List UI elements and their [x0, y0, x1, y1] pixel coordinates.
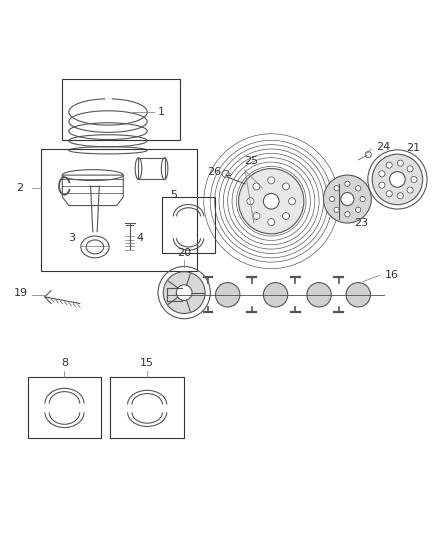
Circle shape — [329, 197, 335, 201]
Bar — [162, 197, 215, 254]
Text: 15: 15 — [140, 358, 154, 368]
Circle shape — [379, 171, 385, 177]
Circle shape — [397, 160, 403, 166]
Circle shape — [386, 191, 392, 197]
Text: 1: 1 — [158, 107, 165, 117]
Circle shape — [307, 282, 331, 307]
Circle shape — [345, 212, 350, 217]
Circle shape — [283, 213, 290, 220]
Circle shape — [390, 172, 405, 187]
Text: 23: 23 — [354, 218, 368, 228]
Circle shape — [356, 185, 361, 191]
Circle shape — [356, 207, 361, 213]
Text: 21: 21 — [406, 143, 420, 152]
Text: 4: 4 — [136, 233, 143, 243]
Bar — [41, 149, 197, 271]
Circle shape — [268, 219, 275, 225]
Bar — [110, 377, 184, 439]
Text: 24: 24 — [376, 142, 390, 152]
Circle shape — [253, 213, 260, 220]
Text: 16: 16 — [385, 270, 399, 280]
Circle shape — [411, 176, 417, 182]
Circle shape — [407, 166, 413, 172]
Circle shape — [379, 182, 385, 188]
Text: 25: 25 — [244, 156, 259, 166]
Circle shape — [253, 183, 260, 190]
Circle shape — [177, 282, 201, 307]
Circle shape — [346, 282, 371, 307]
Text: 26: 26 — [207, 167, 221, 176]
Text: 2: 2 — [16, 183, 23, 193]
Circle shape — [386, 162, 392, 168]
Circle shape — [397, 193, 403, 199]
Bar — [28, 377, 102, 439]
Circle shape — [268, 177, 275, 184]
Circle shape — [334, 207, 339, 213]
Text: 19: 19 — [14, 288, 28, 297]
Text: 5: 5 — [170, 190, 177, 200]
Circle shape — [283, 183, 290, 190]
Circle shape — [263, 193, 279, 209]
Circle shape — [345, 181, 350, 187]
Text: 20: 20 — [177, 248, 191, 258]
Text: 3: 3 — [68, 233, 75, 243]
Circle shape — [407, 187, 413, 193]
Circle shape — [263, 282, 288, 307]
Circle shape — [372, 154, 423, 205]
Circle shape — [289, 198, 296, 205]
Circle shape — [360, 197, 365, 201]
Circle shape — [323, 175, 371, 223]
Circle shape — [163, 272, 205, 313]
Circle shape — [177, 285, 192, 301]
Circle shape — [341, 192, 354, 206]
Circle shape — [334, 185, 339, 191]
Bar — [62, 79, 180, 140]
Circle shape — [247, 198, 254, 205]
Circle shape — [215, 282, 240, 307]
Text: 8: 8 — [61, 358, 68, 368]
Circle shape — [239, 168, 304, 234]
